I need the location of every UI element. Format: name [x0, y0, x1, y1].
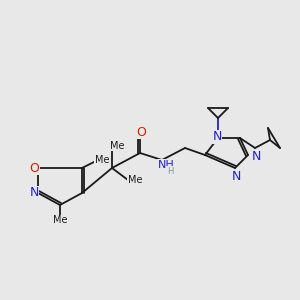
Text: N: N: [212, 130, 222, 143]
Text: O: O: [136, 125, 146, 139]
Text: N: N: [29, 187, 39, 200]
Text: NH: NH: [158, 160, 174, 170]
Text: Me: Me: [128, 175, 142, 185]
Text: Me: Me: [95, 155, 109, 165]
Text: Me: Me: [110, 141, 124, 151]
Text: O: O: [29, 161, 39, 175]
Text: H: H: [167, 167, 173, 176]
Text: N: N: [251, 149, 261, 163]
Text: Me: Me: [53, 215, 67, 225]
Text: N: N: [231, 169, 241, 182]
